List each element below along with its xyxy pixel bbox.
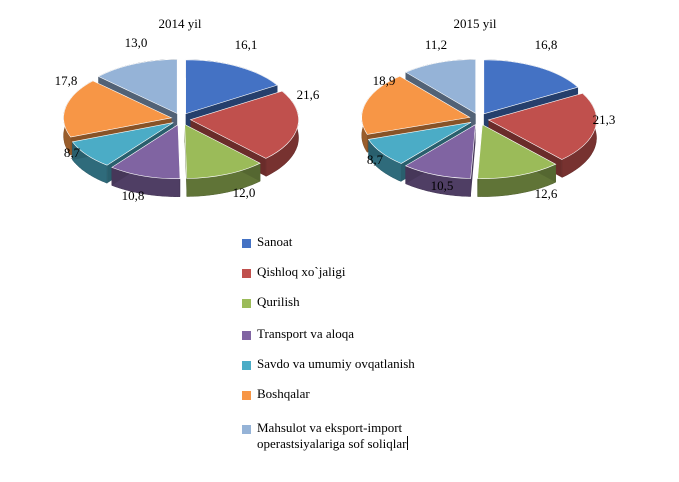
pie-data-label-6: 18,9 <box>373 73 396 88</box>
chart-title-2014: 2014 yil <box>158 16 202 31</box>
legend-swatch <box>242 269 251 278</box>
legend-label: Boshqalar <box>257 386 310 401</box>
legend-item: Savdo va umumiy ovqatlanish <box>242 354 642 388</box>
legend-item: Qurilish <box>242 292 642 326</box>
charts-area: 2014 yil 2015 yil 16,1 21,6 12,0 10,8 8,7 17,… <box>0 0 679 230</box>
pie-slice-5 <box>367 122 472 164</box>
pie-data-label-4: 10,8 <box>122 188 145 203</box>
legend-swatch <box>242 391 251 400</box>
pie-slice-4 <box>404 124 476 179</box>
pie-slice-7 <box>97 59 178 114</box>
pie-data-label-5: 8,7 <box>367 152 384 167</box>
pie-data-label-3: 12,0 <box>233 185 256 200</box>
chart-title-2015: 2015 yil <box>453 16 497 31</box>
pie-slice-4 <box>111 124 181 180</box>
text-cursor <box>407 436 409 450</box>
pie-data-label-1: 16,8 <box>535 37 558 52</box>
pie-data-label-7: 13,0 <box>125 35 148 50</box>
legend-item: Qishloq xo`jaligi <box>242 262 642 296</box>
legend-label: Qurilish <box>257 294 300 309</box>
legend-label: Qishloq xo`jaligi <box>257 264 346 279</box>
pie-data-label-7: 11,2 <box>425 37 447 52</box>
pie-slice-2 <box>487 92 597 160</box>
legend-item: Sanoat <box>242 232 642 266</box>
pie-slice-6 <box>63 80 173 138</box>
pie-data-label-6: 17,8 <box>55 73 78 88</box>
pie-slice-6 <box>361 75 471 135</box>
legend-label: Transport va aloqa <box>257 326 355 341</box>
pie-data-label-2: 21,6 <box>297 87 320 102</box>
legend-swatch <box>242 361 251 370</box>
pie-data-label-4: 10,5 <box>431 178 454 193</box>
pie-data-label-5: 8,7 <box>64 145 81 160</box>
legend-label: Sanoat <box>257 234 293 249</box>
pie-2015-yil: 16,8 21,3 12,6 10,5 8,7 18,9 11,2 <box>361 37 616 201</box>
legend-swatch <box>242 299 251 308</box>
pie-slice-5 <box>71 122 174 166</box>
legend-label: Savdo va umumiy ovqatlanish <box>257 356 415 371</box>
pie-data-label-2: 21,3 <box>593 112 616 127</box>
pie-slice-2 <box>189 90 299 159</box>
pie-data-label-3: 12,6 <box>535 186 558 201</box>
pie-slice-1 <box>185 59 278 115</box>
pie-charts-svg: 16,121,612,010,88,717,813,0 16,821,312,61… <box>55 35 616 203</box>
legend-swatch <box>242 239 251 248</box>
legend-swatch <box>242 331 251 340</box>
legend-item: Transport va aloqa <box>242 324 642 358</box>
legend-item: Mahsulot va eksport-import operastsiyala… <box>242 418 642 452</box>
legend-swatch <box>242 425 251 434</box>
pie-slice-3 <box>477 124 557 179</box>
pie-2014-yil: 16,1 21,6 12,0 10,8 8,7 17,8 13,0 <box>55 35 320 203</box>
legend-label: Mahsulot va eksport-import operastsiyala… <box>257 420 409 451</box>
legend-item: Boshqalar <box>242 384 642 418</box>
pie-data-label-1: 16,1 <box>235 37 258 52</box>
pie-slice-7 <box>405 59 477 114</box>
pie-slice-3 <box>184 124 261 179</box>
pie-slice-1 <box>483 59 579 115</box>
